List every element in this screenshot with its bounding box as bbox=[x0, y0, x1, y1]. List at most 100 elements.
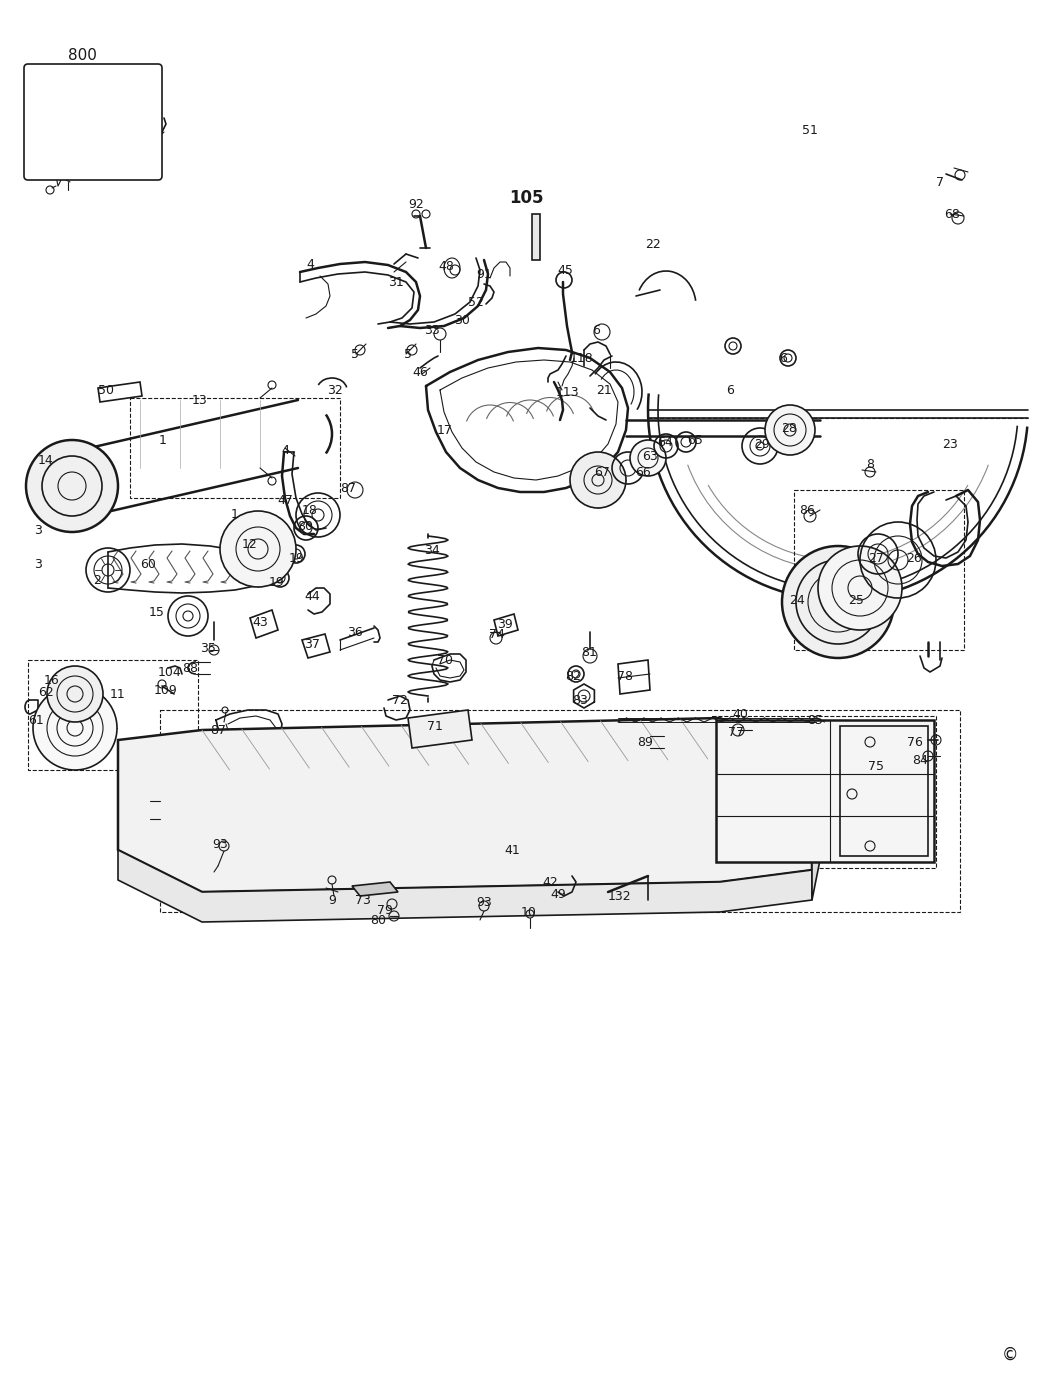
Text: 104: 104 bbox=[159, 665, 182, 679]
Text: 9: 9 bbox=[328, 893, 336, 907]
Text: 70: 70 bbox=[437, 654, 453, 667]
Text: 42: 42 bbox=[542, 876, 558, 890]
Polygon shape bbox=[118, 850, 812, 922]
Text: 93: 93 bbox=[476, 897, 491, 909]
Text: 3: 3 bbox=[34, 559, 42, 571]
Text: 30: 30 bbox=[454, 313, 470, 327]
Text: 5: 5 bbox=[351, 349, 359, 362]
Circle shape bbox=[26, 440, 118, 533]
Text: 33: 33 bbox=[424, 323, 440, 337]
Text: 76: 76 bbox=[907, 737, 923, 749]
Text: 85: 85 bbox=[807, 713, 823, 726]
Text: 12: 12 bbox=[243, 537, 258, 551]
Text: 4: 4 bbox=[306, 258, 314, 272]
Text: 80: 80 bbox=[370, 914, 386, 926]
Text: 48: 48 bbox=[438, 261, 454, 273]
Text: 800: 800 bbox=[67, 47, 97, 62]
Text: 132: 132 bbox=[607, 890, 631, 903]
Text: 24: 24 bbox=[790, 593, 805, 606]
Text: 1: 1 bbox=[231, 508, 239, 522]
Text: 82: 82 bbox=[565, 671, 581, 683]
Text: 65: 65 bbox=[687, 433, 702, 447]
Text: 44: 44 bbox=[304, 589, 320, 603]
Text: 16: 16 bbox=[44, 673, 60, 686]
Text: 73: 73 bbox=[355, 893, 371, 907]
Text: 62: 62 bbox=[38, 686, 54, 700]
Polygon shape bbox=[812, 749, 820, 900]
Circle shape bbox=[818, 546, 902, 631]
Text: 64: 64 bbox=[657, 436, 673, 450]
Text: 13: 13 bbox=[192, 393, 208, 407]
Bar bbox=[28, 660, 198, 770]
Text: 39: 39 bbox=[497, 617, 512, 631]
Text: 32: 32 bbox=[328, 384, 343, 396]
Text: 105: 105 bbox=[509, 189, 543, 207]
Text: 7: 7 bbox=[936, 175, 944, 189]
Text: 89: 89 bbox=[637, 736, 653, 748]
Text: 52: 52 bbox=[468, 295, 484, 309]
Text: 66: 66 bbox=[635, 466, 651, 479]
Text: 78: 78 bbox=[617, 671, 633, 683]
Circle shape bbox=[765, 404, 815, 455]
Text: 41: 41 bbox=[504, 843, 520, 857]
Text: 4: 4 bbox=[281, 443, 289, 457]
Text: 109: 109 bbox=[154, 683, 177, 697]
Text: 22: 22 bbox=[645, 239, 660, 251]
Text: 40: 40 bbox=[732, 708, 748, 722]
Text: 93: 93 bbox=[212, 839, 228, 851]
Text: 60: 60 bbox=[140, 559, 156, 571]
Text: 75: 75 bbox=[868, 759, 884, 773]
Text: 18: 18 bbox=[302, 504, 318, 516]
Text: 47: 47 bbox=[277, 494, 293, 506]
Circle shape bbox=[630, 440, 666, 476]
Text: 72: 72 bbox=[392, 694, 408, 707]
Text: 11: 11 bbox=[110, 687, 126, 701]
Text: 3: 3 bbox=[34, 523, 42, 537]
Text: 77: 77 bbox=[728, 726, 744, 740]
Text: 61: 61 bbox=[28, 713, 44, 726]
Text: 29: 29 bbox=[754, 437, 770, 450]
Bar bbox=[130, 397, 340, 498]
Text: 68: 68 bbox=[944, 208, 960, 222]
Text: 6: 6 bbox=[726, 384, 734, 396]
Text: 8: 8 bbox=[866, 458, 874, 472]
Text: 81: 81 bbox=[581, 646, 597, 660]
Text: 71: 71 bbox=[427, 719, 443, 733]
Text: 91: 91 bbox=[476, 269, 491, 282]
Text: 46: 46 bbox=[412, 366, 428, 378]
Text: 79: 79 bbox=[377, 904, 393, 916]
Text: 74: 74 bbox=[489, 628, 505, 640]
Text: 86: 86 bbox=[799, 504, 815, 516]
Text: 23: 23 bbox=[942, 439, 958, 451]
Polygon shape bbox=[408, 709, 472, 748]
Bar bbox=[160, 709, 960, 912]
Text: 83: 83 bbox=[572, 694, 588, 707]
Text: 84: 84 bbox=[912, 753, 928, 766]
Text: 27: 27 bbox=[868, 552, 884, 564]
Text: 43: 43 bbox=[252, 615, 268, 628]
Text: 19: 19 bbox=[289, 552, 304, 564]
Text: 28: 28 bbox=[781, 421, 797, 435]
Text: 49: 49 bbox=[550, 889, 566, 901]
Text: 36: 36 bbox=[348, 627, 363, 639]
Text: 35: 35 bbox=[201, 642, 216, 654]
Circle shape bbox=[220, 511, 296, 586]
FancyBboxPatch shape bbox=[24, 63, 162, 179]
Polygon shape bbox=[352, 882, 398, 896]
Text: 50: 50 bbox=[98, 384, 114, 396]
Text: 87: 87 bbox=[210, 723, 226, 737]
Text: 87: 87 bbox=[340, 482, 356, 494]
Text: 80: 80 bbox=[297, 520, 313, 534]
Polygon shape bbox=[532, 214, 540, 259]
Text: 51: 51 bbox=[802, 123, 818, 137]
Text: 19: 19 bbox=[269, 575, 285, 588]
Circle shape bbox=[782, 546, 894, 658]
Text: 37: 37 bbox=[304, 639, 320, 651]
Text: 1: 1 bbox=[159, 433, 167, 447]
Text: 10: 10 bbox=[521, 905, 537, 919]
Circle shape bbox=[570, 453, 626, 508]
Text: 113: 113 bbox=[555, 386, 579, 399]
Text: 63: 63 bbox=[643, 450, 658, 464]
Text: 88: 88 bbox=[182, 661, 198, 675]
Text: 5: 5 bbox=[404, 349, 412, 362]
